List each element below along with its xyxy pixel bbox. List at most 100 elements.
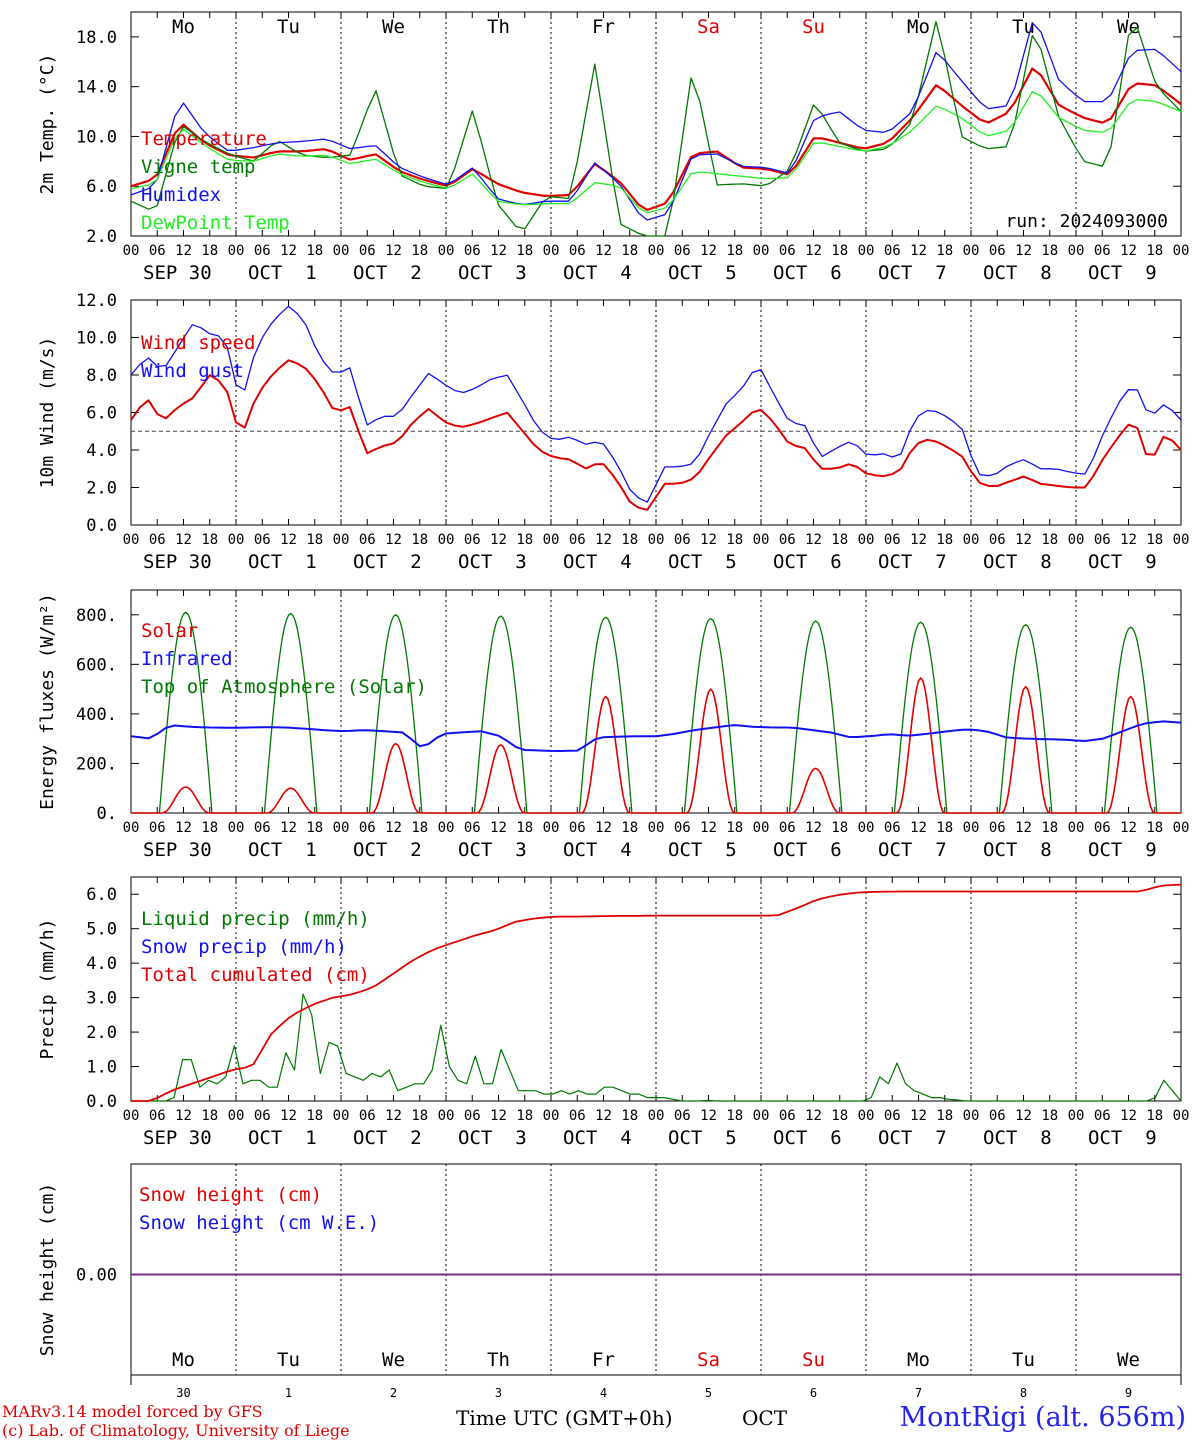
hour-tick-label: 12 [595,820,612,836]
hour-tick-label: 06 [254,532,271,548]
hour-tick-label: 06 [569,1108,586,1124]
hour-tick-label: 00 [123,1108,140,1124]
hour-tick-label: 18 [411,243,428,259]
hour-tick-label: 18 [306,532,323,548]
hour-tick-label: 00 [123,820,140,836]
date-label: OCT 9 [1088,1127,1157,1149]
y-axis-label: Snow height (cm) [37,1183,58,1356]
hour-tick-label: 12 [175,820,192,836]
y-tick-label: 0.00 [76,1266,117,1286]
hour-tick-label: 06 [989,243,1006,259]
hour-tick-label: 12 [175,1108,192,1124]
weekday-label: Sa [697,16,720,38]
date-label: OCT 1 [248,1127,317,1149]
y-axis-label: 10m Wind (m/s) [37,337,58,489]
hour-tick-label: 12 [1015,1108,1032,1124]
hour-tick-label: 06 [569,820,586,836]
bottom-weekday-label: Su [802,1349,825,1371]
y-tick-label: 5.0 [86,920,117,940]
hour-tick-label: 00 [648,1108,665,1124]
hour-tick-label: 12 [280,820,297,836]
series-line-temperature [130,67,1182,211]
hour-tick-label: 12 [175,243,192,259]
hour-tick-label: 00 [648,532,665,548]
hour-tick-label: 18 [1146,1108,1163,1124]
legend-infrared: Infrared [141,648,233,670]
date-label: OCT 6 [773,262,842,284]
hour-tick-label: 18 [1041,820,1058,836]
hour-tick-label: 06 [1094,1108,1111,1124]
hour-tick-label: 18 [201,1108,218,1124]
y-tick-label: 600. [76,655,117,675]
hour-tick-label: 00 [438,820,455,836]
hour-tick-label: 00 [543,532,560,548]
hour-tick-label: 06 [1094,820,1111,836]
hour-tick-label: 06 [779,1108,796,1124]
hour-tick-label: 06 [359,532,376,548]
hour-tick-label: 18 [1041,243,1058,259]
hour-tick-label: 12 [490,820,507,836]
y-tick-label: 18.0 [76,28,117,48]
series-line-solar [131,677,1181,814]
hour-tick-label: 06 [254,243,271,259]
hour-tick-label: 18 [621,820,638,836]
hour-tick-label: 06 [254,1108,271,1124]
hour-tick-label: 00 [963,1108,980,1124]
y-tick-label: 1.0 [86,1058,117,1078]
hour-tick-label: 12 [1015,243,1032,259]
hour-tick-label: 00 [333,1108,350,1124]
hour-tick-label: 12 [1120,1108,1137,1124]
hour-tick-label: 00 [438,243,455,259]
hour-tick-label: 12 [490,1108,507,1124]
bottom-weekday-label: Fr [592,1349,615,1371]
series-line-liquid-precip [131,993,1182,1102]
hour-tick-label: 18 [411,532,428,548]
hour-tick-label: 00 [963,820,980,836]
weekday-label: We [1117,16,1140,38]
hour-tick-label: 18 [516,1108,533,1124]
y-tick-label: 3.0 [86,989,117,1009]
hour-tick-label: 12 [700,820,717,836]
date-label: OCT 1 [248,551,317,573]
legend-snow-height-cm-w-e-: Snow height (cm W.E.) [139,1212,379,1234]
hour-tick-label: 00 [123,532,140,548]
hour-tick-label: 00 [438,532,455,548]
bottom-day-number: 1 [285,1386,292,1400]
weekday-label: Mo [172,16,195,38]
date-label: OCT 5 [668,262,737,284]
series-line-infrared [130,720,1182,752]
y-axis-label: Precip (mm/h) [37,919,58,1060]
date-label: SEP 30 [143,262,212,284]
hour-tick-label: 00 [753,1108,770,1124]
hour-tick-label: 00 [123,243,140,259]
bottom-weekday-label: Th [487,1349,510,1371]
bottom-weekday-label: We [382,1349,405,1371]
legend-wind-gust: Wind gust [141,360,244,382]
date-label: OCT 7 [878,551,947,573]
bottom-weekday-label: Tu [277,1349,300,1371]
hour-tick-label: 18 [411,1108,428,1124]
hour-tick-label: 00 [1068,532,1085,548]
legend-top-of-atmosphere-solar-: Top of Atmosphere (Solar) [141,676,427,698]
weekday-label: We [382,16,405,38]
y-tick-label: 2.0 [86,1023,117,1043]
bottom-day-number: 2 [390,1386,397,1400]
hour-tick-label: 18 [1041,532,1058,548]
bottom-day-number: 5 [705,1386,712,1400]
hour-tick-label: 18 [936,243,953,259]
lab-credit: (c) Lab. of Climatology, University of L… [2,1421,350,1440]
hour-tick-label: 00 [228,532,245,548]
weekday-label: Su [802,16,825,38]
y-tick-label: 12.0 [76,291,117,311]
hour-tick-label: 06 [779,532,796,548]
hour-tick-label: 12 [280,1108,297,1124]
date-label: OCT 8 [983,1127,1052,1149]
y-tick-label: 6.0 [86,885,117,905]
date-label: SEP 30 [143,551,212,573]
hour-tick-label: 12 [1120,820,1137,836]
y-tick-label: 10.0 [76,127,117,147]
date-label: OCT 1 [248,262,317,284]
hour-tick-label: 12 [280,532,297,548]
hour-tick-label: 12 [1015,820,1032,836]
